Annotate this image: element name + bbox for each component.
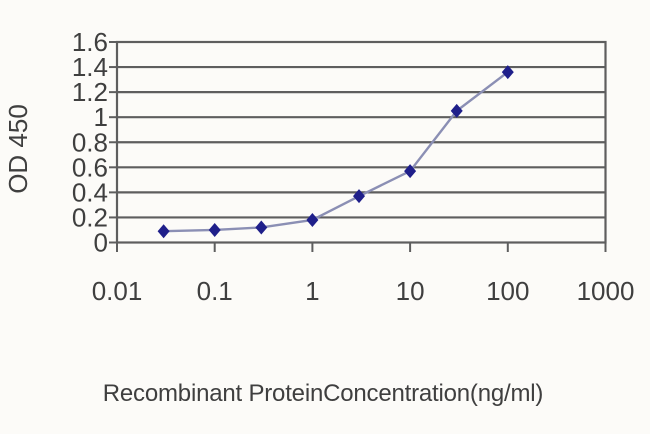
x-tick-label: 10 bbox=[396, 276, 425, 306]
x-axis-title: Recombinant ProteinConcentration(ng/ml) bbox=[103, 380, 543, 407]
y-tick-label: 1.4 bbox=[72, 52, 108, 82]
y-tick-label: 1.2 bbox=[72, 77, 108, 107]
y-tick-label: 0 bbox=[94, 228, 108, 258]
x-tick-label: 0.1 bbox=[197, 276, 233, 306]
x-tick-label: 1000 bbox=[577, 276, 635, 306]
x-tick-label: 1 bbox=[305, 276, 319, 306]
y-tick-label: 0.8 bbox=[72, 127, 108, 157]
data-point-marker bbox=[208, 222, 221, 237]
data-point-marker bbox=[157, 224, 170, 239]
y-tick-label: 1 bbox=[94, 102, 108, 132]
data-point-marker bbox=[501, 65, 514, 80]
y-tick-label: 0.6 bbox=[72, 152, 108, 182]
chart-layers: 00.20.40.60.811.21.41.60.01 0.1 1 10 100 1000 bbox=[72, 27, 635, 306]
data-point-marker bbox=[450, 103, 463, 118]
data-point-marker bbox=[306, 212, 319, 227]
x-tick-label: 0.01 bbox=[92, 276, 143, 306]
data-point-marker bbox=[353, 189, 366, 204]
data-point-marker bbox=[404, 164, 417, 179]
y-tick-label: 0.4 bbox=[72, 177, 108, 207]
data-point-marker bbox=[255, 220, 268, 235]
y-tick-label: 1.6 bbox=[72, 27, 108, 57]
y-axis-title: OD 450 bbox=[3, 104, 33, 194]
series-line bbox=[163, 71, 509, 233]
y-tick-label: 0.2 bbox=[72, 202, 108, 232]
x-tick-label: 100 bbox=[486, 276, 529, 306]
